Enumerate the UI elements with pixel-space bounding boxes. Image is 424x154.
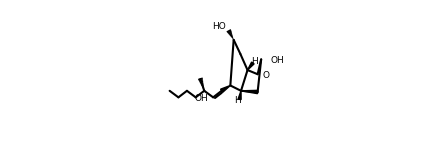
Polygon shape bbox=[238, 91, 241, 100]
Polygon shape bbox=[220, 85, 230, 92]
Text: HO: HO bbox=[212, 22, 226, 31]
Text: H: H bbox=[234, 96, 240, 105]
Text: OH: OH bbox=[270, 56, 284, 65]
Polygon shape bbox=[248, 62, 254, 70]
Text: H: H bbox=[251, 57, 258, 66]
Polygon shape bbox=[241, 90, 258, 94]
Text: O: O bbox=[262, 71, 269, 80]
Text: OH: OH bbox=[195, 94, 209, 103]
